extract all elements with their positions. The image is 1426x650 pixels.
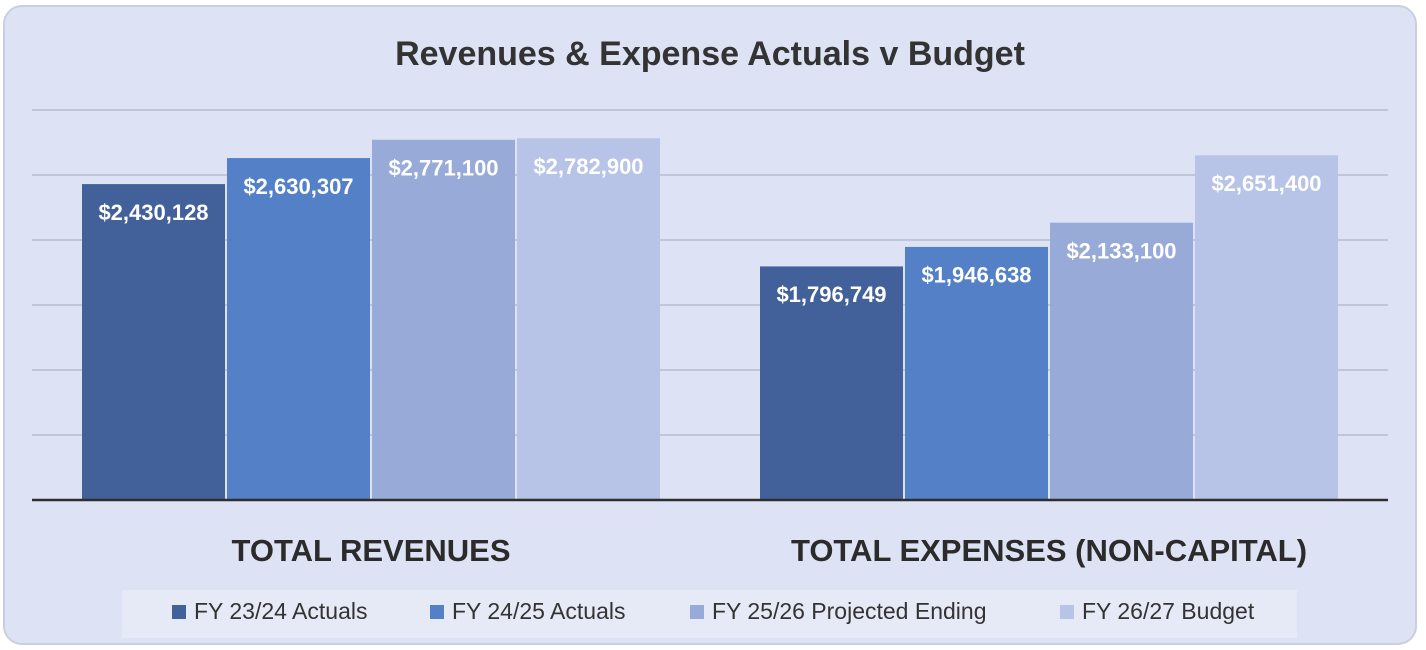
bar <box>760 266 903 500</box>
value-label: $2,771,100 <box>388 156 498 181</box>
bar <box>227 158 370 500</box>
value-label: $2,430,128 <box>98 200 208 225</box>
legend-swatch <box>430 605 444 619</box>
bar <box>905 246 1048 500</box>
legend-label: FY 25/26 Projected Ending <box>712 598 986 624</box>
legend-swatch <box>172 605 186 619</box>
value-label: $2,651,400 <box>1211 171 1321 196</box>
value-label: $2,630,307 <box>243 174 353 199</box>
x-tick-label: TOTAL EXPENSES (NON-CAPITAL) <box>791 533 1307 568</box>
bar <box>372 139 515 500</box>
x-tick-label: TOTAL REVENUES <box>231 533 510 568</box>
value-label: $1,946,638 <box>921 263 1031 288</box>
bar <box>82 184 225 500</box>
legend-swatch <box>1060 605 1074 619</box>
bar <box>1050 222 1193 500</box>
value-label: $2,782,900 <box>533 154 643 179</box>
legend-label: FY 26/27 Budget <box>1082 598 1255 624</box>
value-label: $1,796,749 <box>776 282 886 307</box>
legend-box <box>122 590 1297 638</box>
bar <box>1195 155 1338 500</box>
legend-swatch <box>690 605 704 619</box>
chart-title: Revenues & Expense Actuals v Budget <box>395 35 1025 73</box>
value-label: $2,133,100 <box>1066 239 1176 264</box>
bar <box>517 138 660 500</box>
legend-label: FY 23/24 Actuals <box>194 598 367 624</box>
legend-label: FY 24/25 Actuals <box>452 598 625 624</box>
